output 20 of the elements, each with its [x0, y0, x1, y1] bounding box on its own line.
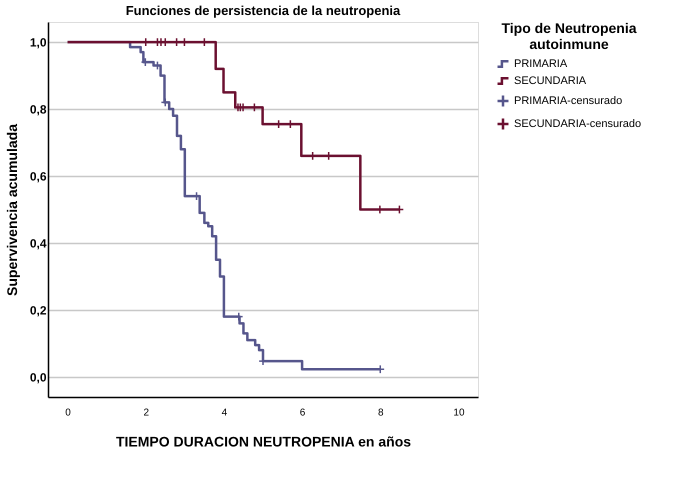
y-tick-label: 0,4 — [30, 236, 47, 250]
y-tick-label: 0,8 — [30, 102, 47, 117]
x-axis-title: TIEMPO DURACION NEUTROPENIA en años — [116, 434, 412, 450]
x-tick-label: 8 — [378, 408, 384, 418]
chart-title: Funciones de persistencia de la neutropenia — [126, 3, 402, 18]
x-tick-label: 6 — [300, 408, 306, 418]
x-tick-label: 4 — [222, 408, 228, 418]
legend-label: SECUNDARIA — [514, 75, 587, 87]
legend-title: Tipo de Neutropenia autoinmune — [501, 20, 637, 52]
x-tick-label: 2 — [143, 408, 150, 418]
y-tick-label: 0,6 — [30, 170, 47, 184]
legend-label: SECUNDARIA-censurado — [514, 118, 642, 130]
legend-label: PRIMARIA-censurado — [514, 95, 622, 107]
legend-label: PRIMARIA — [514, 58, 568, 70]
y-axis-title: Supervivencia acumulada — [4, 124, 20, 296]
y-tick-label: 0,2 — [30, 303, 47, 318]
x-tick-label: 10 — [453, 408, 465, 418]
x-tick-label: 0 — [65, 408, 72, 418]
y-tick-label: 1,0 — [30, 36, 47, 50]
y-tick-label: 0,0 — [30, 370, 47, 384]
